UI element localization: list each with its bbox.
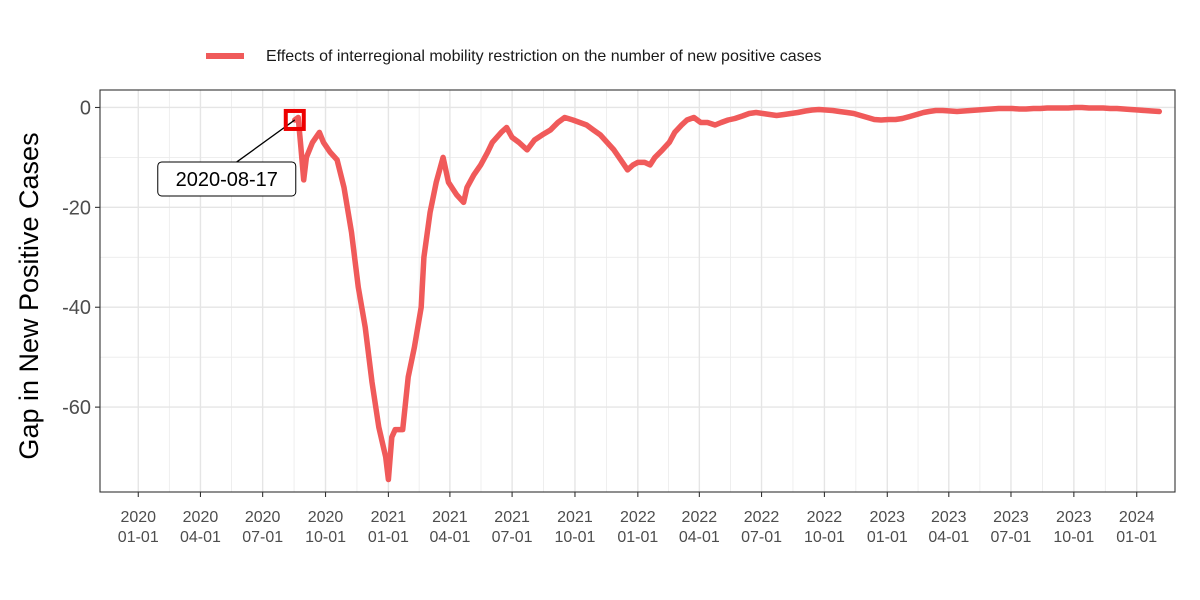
x-tick-label-month-day: 04-01 [679, 529, 720, 546]
annotation-marker-square [283, 108, 306, 131]
x-axis: 2020 01-01 2020 04-01 2020 07-01 2020 10-01 2021… [118, 492, 1157, 546]
x-tick-label-month-day: 07-01 [991, 529, 1032, 546]
y-axis: 0 -20 -40 -60 [62, 97, 100, 419]
annotation-label-box [157, 161, 297, 197]
x-tick-label-month-day: 04-01 [928, 529, 969, 546]
x-tick-label-year: 2021 [557, 509, 593, 526]
x-tick-label-month-day: 01-01 [118, 529, 159, 546]
y-tick-label: -40 [62, 297, 91, 319]
annotation-label: 2020-08-17 [176, 169, 278, 191]
x-tick-label-year: 2020 [245, 509, 281, 526]
x-tick-label-month-day: 01-01 [1116, 529, 1157, 546]
x-tick-label-month-day: 01-01 [617, 529, 658, 546]
x-tick-label-year: 2023 [869, 509, 905, 526]
y-tick-label: -20 [62, 197, 91, 219]
x-tick-label-year: 2020 [120, 509, 156, 526]
x-tick-label-year: 2023 [931, 509, 967, 526]
x-tick-label-year: 2022 [620, 509, 656, 526]
x-tick-label-year: 2024 [1119, 509, 1155, 526]
x-tick-label-month-day: 10-01 [1053, 529, 1094, 546]
x-tick-label-month-day: 10-01 [305, 529, 346, 546]
x-tick-label-month-day: 07-01 [741, 529, 782, 546]
x-tick-label-month-day: 10-01 [804, 529, 845, 546]
x-tick-label-year: 2021 [371, 509, 407, 526]
x-tick-label-month-day: 07-01 [242, 529, 283, 546]
x-tick-label-month-day: 01-01 [368, 529, 409, 546]
y-tick-label: -60 [62, 397, 91, 419]
x-tick-label-year: 2020 [183, 509, 219, 526]
y-axis-title: Gap in New Positive Cases [14, 132, 44, 459]
x-tick-label-year: 2022 [682, 509, 718, 526]
series-layer [292, 104, 1163, 483]
series-line [292, 104, 1163, 483]
x-tick-label-year: 2023 [993, 509, 1029, 526]
major-gridlines [100, 90, 1175, 492]
x-tick-label-month-day: 04-01 [180, 529, 221, 546]
legend-entry-label: Effects of interregional mobility restri… [266, 48, 822, 65]
x-tick-label-year: 2023 [1056, 509, 1092, 526]
x-tick-label-year: 2022 [744, 509, 780, 526]
x-tick-label-year: 2021 [494, 509, 530, 526]
y-tick-label: 0 [80, 97, 91, 119]
minor-gridlines [100, 90, 1175, 492]
x-tick-label-year: 2022 [807, 509, 843, 526]
x-tick-label-month-day: 01-01 [867, 529, 908, 546]
x-tick-label-month-day: 04-01 [429, 529, 470, 546]
x-tick-label-month-day: 07-01 [492, 529, 533, 546]
x-tick-label-month-day: 10-01 [555, 529, 596, 546]
annotation-layer: 2020-08-17 [157, 108, 306, 197]
legend: Effects of interregional mobility restri… [206, 48, 822, 65]
x-tick-label-year: 2020 [308, 509, 344, 526]
x-tick-label-year: 2021 [432, 509, 468, 526]
